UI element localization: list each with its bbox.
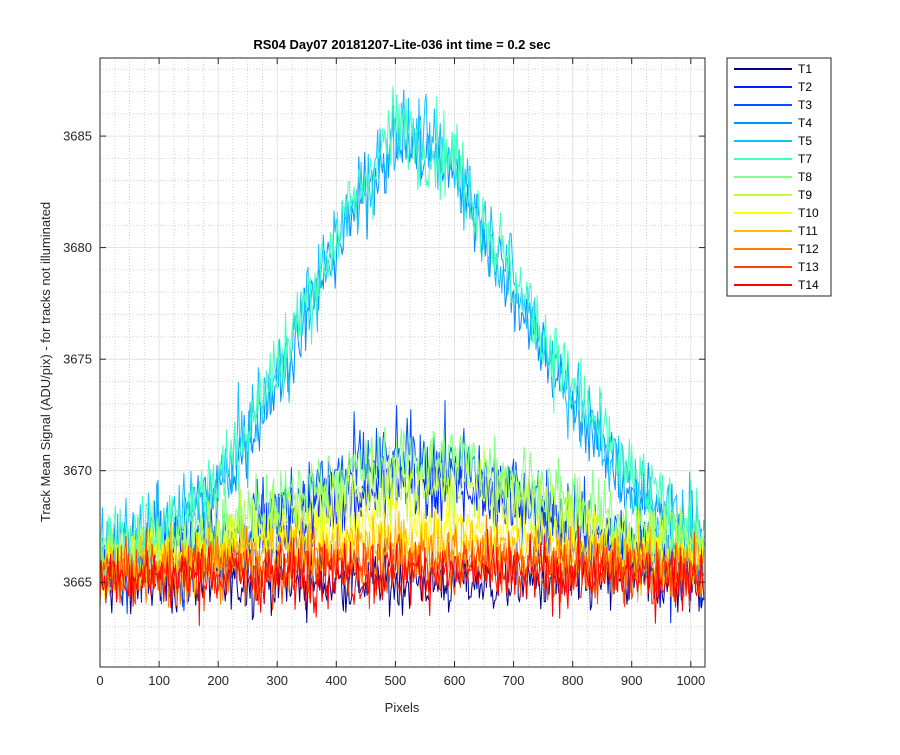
legend-label-t2: T2: [798, 80, 812, 94]
legend-label-t9: T9: [798, 188, 812, 202]
x-tick-label: 900: [621, 673, 643, 688]
x-tick-label: 0: [96, 673, 103, 688]
x-tick-label: 300: [266, 673, 288, 688]
x-tick-label: 200: [207, 673, 229, 688]
legend-label-t11: T11: [798, 224, 818, 238]
x-axis-ticks: 0 100 200 300 400 500 600 700 800 900 1000: [96, 58, 705, 688]
chart-title: RS04 Day07 20181207-Lite-036 int time = …: [253, 37, 550, 52]
legend-label-t5: T5: [798, 134, 812, 148]
x-tick-label: 700: [503, 673, 525, 688]
legend-label-t7: T7: [798, 152, 812, 166]
x-tick-label: 100: [148, 673, 170, 688]
legend-label-t1: T1: [798, 62, 812, 76]
legend-label-t13: T13: [798, 260, 819, 274]
y-tick-label: 3675: [63, 352, 92, 367]
series-line-t7: [99, 85, 705, 585]
y-axis-ticks: 3665 3670 3675 3680 3685: [63, 129, 705, 590]
x-tick-label: 800: [562, 673, 584, 688]
x-tick-label: 500: [385, 673, 407, 688]
plot-frame: [99, 57, 706, 668]
legend: T1 T2 T3 T4 T5 T7 T8 T9 T10 T11 T12 T13 T14: [726, 57, 832, 297]
y-tick-label: 3685: [63, 129, 92, 144]
series-layer: [99, 85, 705, 626]
y-tick-label: 3680: [63, 240, 92, 255]
y-tick-label: 3665: [63, 575, 92, 590]
legend-label-t4: T4: [798, 116, 812, 130]
y-tick-label: 3670: [63, 463, 92, 478]
y-axis-label: Track Mean Signal (ADU/pix) - for tracks…: [38, 202, 53, 522]
legend-label-t10: T10: [798, 206, 819, 220]
x-axis-label: Pixels: [385, 700, 420, 715]
series-line-t8: [99, 426, 705, 585]
x-tick-label: 400: [325, 673, 347, 688]
x-tick-label: 1000: [676, 673, 705, 688]
x-tick-label: 600: [444, 673, 466, 688]
series-line-t14: [99, 525, 705, 626]
legend-label-t14: T14: [798, 278, 819, 292]
legend-label-t3: T3: [798, 98, 812, 112]
legend-label-t8: T8: [798, 170, 812, 184]
legend-label-t12: T12: [798, 242, 819, 256]
